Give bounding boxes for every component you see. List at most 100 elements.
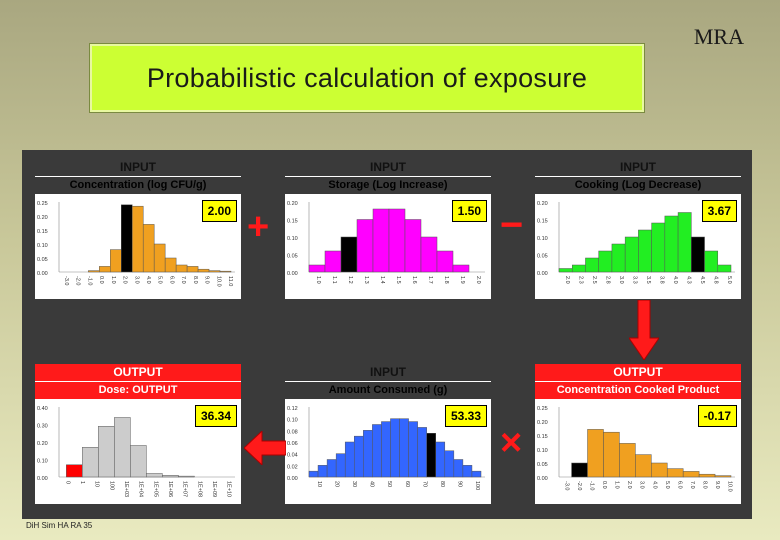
histogram-bar [208, 270, 221, 273]
y-tick-label: 0.10 [537, 236, 548, 242]
value-readout: 36.34 [194, 405, 237, 427]
histogram-bar [308, 470, 319, 478]
x-tick-label: 4.3 [686, 276, 692, 284]
x-tick-label: 20 [333, 481, 339, 487]
histogram-bar [110, 249, 122, 273]
histogram-bar [131, 205, 144, 273]
y-tick-label: 0.15 [37, 229, 48, 235]
histogram-bar [88, 270, 100, 273]
histogram-bar [114, 417, 131, 478]
x-tick-label: 6.0 [676, 481, 682, 489]
y-tick-label: 0.00 [37, 476, 48, 482]
diagram-panel: INPUT Concentration (log CFU/g) 0.25 0.20… [22, 150, 752, 519]
y-tick-label: 0.10 [287, 418, 298, 424]
histogram-bar [308, 264, 326, 273]
histogram-bar [558, 268, 573, 273]
histogram-bar [219, 270, 232, 273]
histogram-bar [717, 264, 732, 273]
y-tick-label: 0.10 [37, 459, 48, 465]
x-tick-label: 3.0 [618, 276, 624, 284]
histogram-bar [698, 473, 716, 478]
x-tick-label: 2.0 [122, 276, 128, 284]
arrow-left-icon [244, 431, 286, 465]
x-tick-label: 1E+04 [138, 481, 144, 497]
histogram-bar [585, 257, 599, 273]
histogram-bar [363, 430, 373, 478]
histogram: 0.25 0.20 0.15 0.10 0.05 0.00 -3.0 -2.0 -1.0 0.0 1… [535, 399, 741, 504]
x-tick-label: 50 [386, 481, 392, 487]
x-tick-label: 11.0 [227, 276, 233, 286]
value-readout: 53.33 [444, 405, 487, 427]
x-tick-label: 1.9 [459, 276, 465, 284]
x-tick-label: 80 [439, 481, 445, 487]
x-tick-label: 1.7 [427, 276, 433, 284]
x-tick-label: 0.0 [98, 276, 104, 284]
histogram-bar [354, 435, 364, 478]
y-tick-label: 0.00 [37, 271, 48, 277]
histogram-bar [178, 475, 195, 478]
y-tick-label: 0.20 [37, 215, 48, 221]
x-tick-label: 2.0 [475, 276, 481, 284]
x-tick-label: 1.0 [110, 276, 116, 284]
histogram-bar [664, 215, 679, 273]
x-tick-label: 1.2 [347, 276, 353, 284]
histogram-bar [175, 264, 188, 273]
card-header: INPUT [285, 364, 491, 382]
y-tick-label: 0.10 [537, 448, 548, 454]
histogram: 0.25 0.20 0.15 0.10 0.05 0.00 -3.0 -2.0 -1.0 0.0 1… [35, 194, 241, 299]
value-readout: -0.17 [697, 405, 737, 427]
value-readout: 1.50 [451, 200, 487, 222]
x-tick-label: 1.3 [363, 276, 369, 284]
histogram-bar [666, 468, 684, 478]
times-operator: × [500, 422, 523, 464]
histogram-bar [372, 424, 382, 478]
y-tick-label: 0.15 [287, 219, 298, 225]
y-tick-label: 0.05 [37, 257, 48, 263]
y-tick-label: 0.12 [287, 406, 298, 412]
card-subheader: Dose: OUTPUT [35, 382, 241, 399]
selected-bar [121, 204, 133, 273]
x-tick-label: 1 [79, 481, 85, 484]
histogram-bar [186, 266, 199, 273]
x-tick-label: 9.0 [714, 481, 720, 489]
x-tick-label: 6.0 [168, 276, 174, 284]
histogram-bar [598, 250, 613, 273]
x-tick-label: 0.0 [601, 481, 607, 489]
histogram-bar [146, 473, 163, 478]
x-tick-label: 10.0 [215, 276, 221, 287]
histogram-bar [435, 441, 446, 478]
x-tick-label: 10.0 [727, 481, 733, 492]
y-tick-label: 0.20 [287, 201, 298, 207]
y-tick-label: 0.06 [287, 441, 298, 447]
histogram-bar [603, 431, 620, 478]
x-tick-label: 1.8 [443, 276, 449, 284]
y-tick-label: 0.15 [537, 219, 548, 225]
card-subheader: Cooking (Log Decrease) [574, 179, 702, 191]
y-tick-label: 0.10 [37, 243, 48, 249]
card-header: INPUT [285, 159, 491, 177]
x-tick-label: 5.0 [157, 276, 163, 284]
histogram-bar [335, 453, 346, 478]
selected-bar [426, 433, 436, 478]
y-tick-label: 0.05 [287, 254, 298, 260]
card-cooking: INPUT Cooking (Log Decrease) 0.20 0.15 0.1… [535, 159, 741, 299]
card-subheader: Concentration (log CFU/g) [69, 179, 207, 191]
histogram-bar [635, 454, 652, 478]
y-tick-label: 0.10 [287, 236, 298, 242]
histogram-bar [471, 470, 482, 478]
histogram-bar [417, 427, 427, 478]
x-tick-label: 7.0 [180, 276, 186, 284]
corner-label: MRA [693, 24, 744, 49]
x-tick-label: 1.0 [614, 481, 620, 489]
x-tick-label: -1.0 [588, 481, 594, 490]
histogram-bar [390, 418, 400, 478]
card-subheader: Storage (Log Increase) [328, 179, 448, 191]
footer-text: DiH Sim HA RA 35 [26, 521, 93, 530]
card-subheader: Concentration Cooked Product [535, 382, 741, 399]
histogram-bar [462, 465, 473, 478]
x-tick-label: 1.0 [315, 276, 321, 284]
x-tick-label: 1E+09 [211, 481, 217, 497]
histogram-bar [452, 264, 470, 273]
histogram-bar [381, 421, 391, 478]
x-tick-label: 9.0 [204, 276, 210, 284]
